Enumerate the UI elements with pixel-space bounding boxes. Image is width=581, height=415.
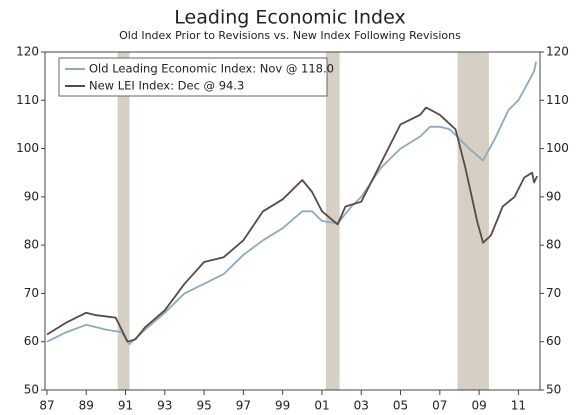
legend-label: Old Leading Economic Index: Nov @ 118.0 <box>89 62 334 76</box>
x-tick-label: 07 <box>432 399 447 413</box>
y-tick-label: 110 <box>16 93 39 107</box>
legend-label: New LEI Index: Dec @ 94.3 <box>89 79 244 93</box>
plot-frame <box>44 51 541 391</box>
x-tick-label: 87 <box>39 399 54 413</box>
y-tick-label: 80 <box>24 238 39 252</box>
y-tick-label: 50 <box>24 383 39 397</box>
y2-tick-label: 120 <box>546 45 569 59</box>
x-tick-label: 93 <box>157 399 172 413</box>
x-tick-label: 89 <box>79 399 94 413</box>
series-line <box>46 106 538 343</box>
y-tick-label: 120 <box>16 45 39 59</box>
x-tick-label: 11 <box>511 399 526 413</box>
x-tick-label: 09 <box>471 399 486 413</box>
x-tick-label: 99 <box>275 399 290 413</box>
recession-band <box>117 52 130 390</box>
y2-tick-label: 110 <box>546 93 569 107</box>
y2-tick-label: 80 <box>546 238 561 252</box>
y2-tick-label: 70 <box>546 286 561 300</box>
y2-tick-label: 60 <box>546 334 561 348</box>
y2-tick-label: 50 <box>546 383 561 397</box>
y2-tick-label: 90 <box>546 189 561 203</box>
x-tick-label: 97 <box>236 399 251 413</box>
x-tick-label: 01 <box>314 399 329 413</box>
x-tick-label: 95 <box>196 399 211 413</box>
chart-subtitle: Old Index Prior to Revisions vs. New Ind… <box>119 29 461 42</box>
x-tick-label: 91 <box>118 399 133 413</box>
recession-band <box>457 52 489 390</box>
y2-tick-label: 100 <box>546 141 569 155</box>
chart-title: Leading Economic Index <box>174 7 405 29</box>
x-tick-label: 05 <box>393 399 408 413</box>
y-tick-label: 60 <box>24 334 39 348</box>
legend-box <box>58 57 328 97</box>
x-tick-label: 03 <box>354 399 369 413</box>
y-tick-label: 90 <box>24 189 39 203</box>
y-tick-label: 100 <box>16 141 39 155</box>
y-tick-label: 70 <box>24 286 39 300</box>
